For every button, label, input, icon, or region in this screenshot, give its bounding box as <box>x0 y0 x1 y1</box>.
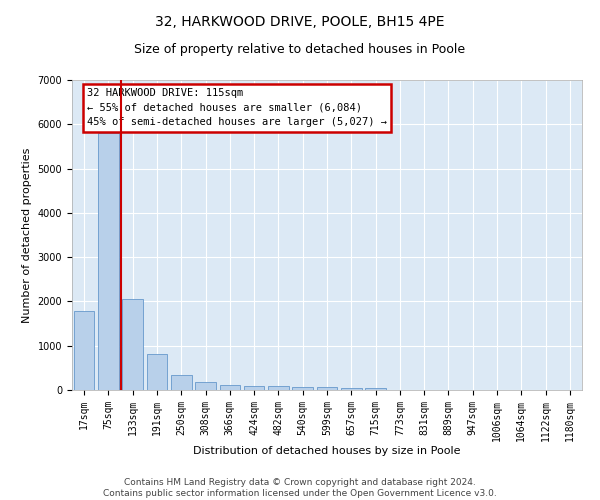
Bar <box>244 386 265 390</box>
Bar <box>268 386 289 390</box>
Bar <box>171 376 191 390</box>
Bar <box>122 299 143 390</box>
Bar <box>341 388 362 390</box>
Bar <box>195 382 216 390</box>
Bar <box>98 133 119 390</box>
Bar <box>317 388 337 390</box>
Bar <box>74 311 94 390</box>
Bar <box>292 387 313 390</box>
Bar <box>220 385 240 390</box>
Text: 32, HARKWOOD DRIVE, POOLE, BH15 4PE: 32, HARKWOOD DRIVE, POOLE, BH15 4PE <box>155 15 445 29</box>
Bar <box>146 354 167 390</box>
Y-axis label: Number of detached properties: Number of detached properties <box>22 148 32 322</box>
Text: Size of property relative to detached houses in Poole: Size of property relative to detached ho… <box>134 42 466 56</box>
Text: Contains HM Land Registry data © Crown copyright and database right 2024.
Contai: Contains HM Land Registry data © Crown c… <box>103 478 497 498</box>
Text: 32 HARKWOOD DRIVE: 115sqm
← 55% of detached houses are smaller (6,084)
45% of se: 32 HARKWOOD DRIVE: 115sqm ← 55% of detac… <box>88 88 388 128</box>
X-axis label: Distribution of detached houses by size in Poole: Distribution of detached houses by size … <box>193 446 461 456</box>
Bar <box>365 388 386 390</box>
